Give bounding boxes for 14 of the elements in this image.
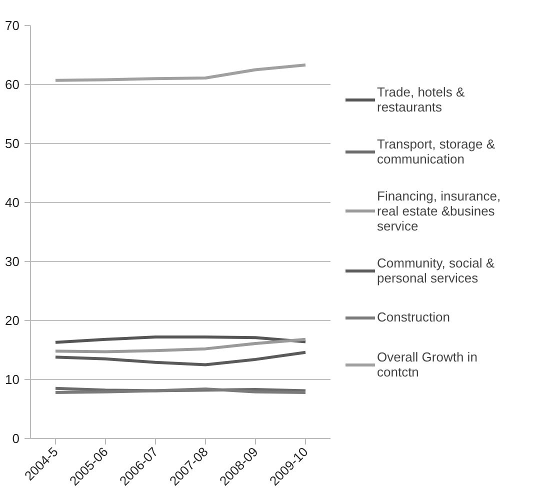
legend-label: Financing, insurance, real estate &busines service: [377, 188, 501, 233]
legend-label: Trade, hotels & restaurants: [377, 84, 465, 114]
legend-label: Overall Growth in contctn: [377, 349, 478, 379]
y-tick-label: 30: [5, 254, 20, 269]
y-tick-label: 60: [5, 77, 20, 92]
legend-label: Transport, storage & communication: [377, 136, 496, 166]
y-tick-label: 10: [5, 372, 20, 387]
y-tick-label: 70: [5, 18, 20, 33]
y-tick-label: 20: [5, 313, 20, 328]
y-tick-label: 0: [12, 431, 20, 446]
y-tick-label: 40: [5, 195, 20, 210]
legend-label: Construction: [377, 310, 450, 324]
y-tick-label: 50: [5, 136, 20, 151]
legend-label: Community, social & personal services: [377, 255, 495, 285]
